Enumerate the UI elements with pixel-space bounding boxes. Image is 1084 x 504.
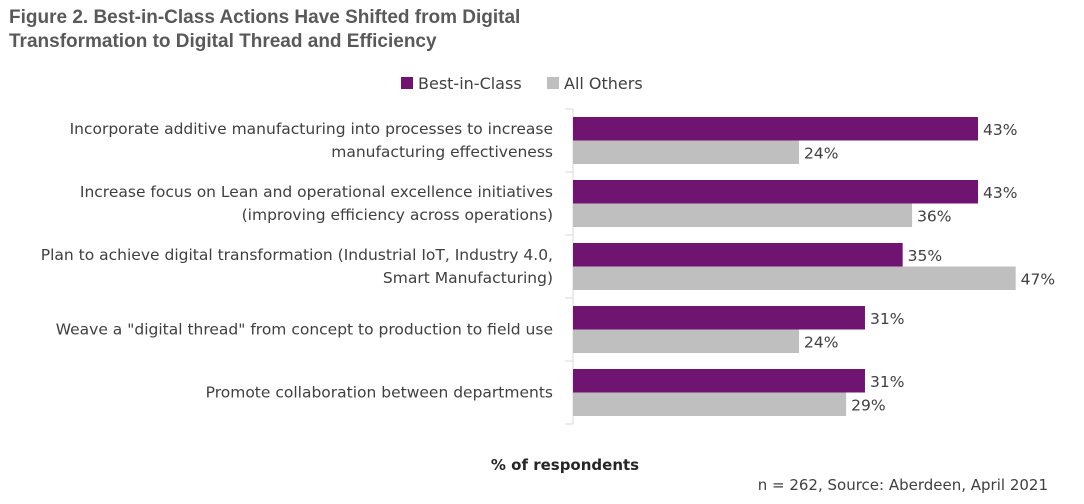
data-label: 31% [870, 373, 904, 391]
data-label: 24% [804, 334, 838, 352]
best-in-class-bar [573, 369, 865, 393]
category-label: Weave a "digital thread" from concept to… [56, 321, 553, 339]
chart-title: Figure 2. Best-in-Class Actions Have Shi… [9, 7, 521, 52]
legend-swatch-0 [401, 77, 413, 89]
data-label: 47% [1021, 271, 1055, 289]
x-axis-label: % of respondents [490, 456, 640, 474]
best-in-class-bar [573, 306, 865, 330]
data-label: 36% [917, 208, 951, 226]
all-others-bar [573, 392, 847, 416]
best-in-class-bar [573, 117, 978, 141]
all-others-bar [573, 140, 800, 164]
source-note: n = 262, Source: Aberdeen, April 2021 [757, 476, 1048, 494]
legend-swatch-1 [547, 77, 559, 89]
best-in-class-bar [573, 180, 978, 204]
data-label: 43% [983, 121, 1017, 139]
data-label: 24% [804, 145, 838, 163]
data-label: 31% [870, 310, 904, 328]
all-others-bar [573, 329, 800, 353]
category-label: Increase focus on Lean and operational e… [80, 183, 553, 224]
data-label: 43% [983, 184, 1017, 202]
category-label: Plan to achieve digital transformation (… [41, 246, 553, 287]
all-others-bar [573, 203, 913, 227]
data-label: 29% [851, 397, 885, 415]
category-label: Incorporate additive manufacturing into … [70, 120, 553, 161]
best-in-class-bar [573, 243, 903, 267]
all-others-bar [573, 266, 1016, 290]
data-label: 35% [908, 247, 942, 265]
category-label: Promote collaboration between department… [206, 384, 553, 402]
legend-label-0: Best-in-Class [418, 74, 522, 93]
legend-label-1: All Others [564, 74, 643, 93]
